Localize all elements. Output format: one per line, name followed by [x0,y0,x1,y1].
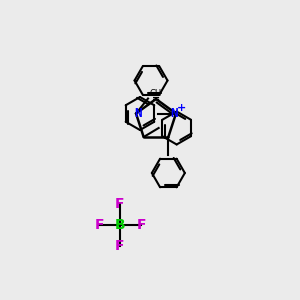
Text: F: F [115,197,125,211]
Text: N: N [171,107,178,120]
Text: CH: CH [150,88,162,98]
Text: F: F [136,218,146,232]
Text: F: F [94,218,104,232]
Text: N: N [134,107,141,120]
Text: F: F [115,239,125,253]
Text: B: B [115,218,125,232]
Text: +: + [177,103,187,112]
Text: =: = [152,94,160,104]
